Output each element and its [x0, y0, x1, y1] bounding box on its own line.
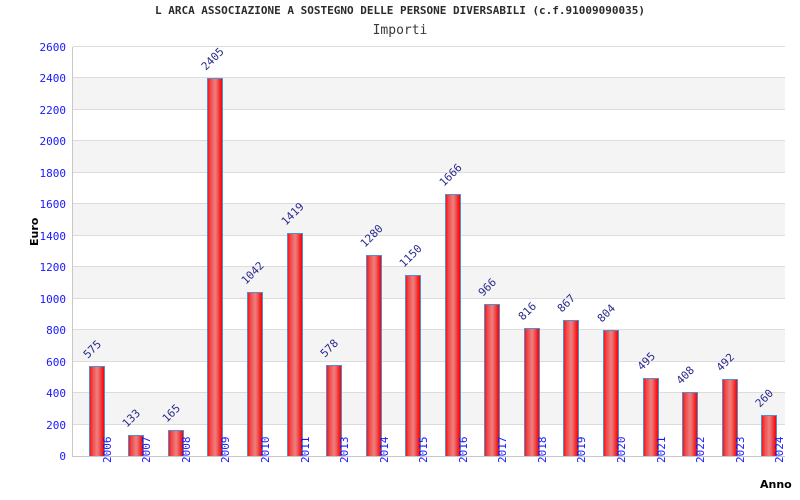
- bar-value-label: 2405: [199, 44, 228, 73]
- gridline: [73, 46, 785, 47]
- x-tick-label: 2011: [298, 436, 312, 464]
- bar[interactable]: [207, 77, 224, 456]
- x-tick-label: 2024: [773, 436, 787, 464]
- y-tick-label: 1600: [39, 198, 67, 212]
- gridline: [73, 203, 785, 205]
- y-tick-label: 1200: [39, 261, 67, 275]
- bar[interactable]: [721, 378, 738, 456]
- gridline: [73, 392, 785, 394]
- plot-band: [73, 330, 785, 362]
- bar[interactable]: [88, 365, 105, 456]
- x-tick-label: 2018: [535, 436, 549, 464]
- x-tick-label: 2009: [219, 436, 233, 464]
- plot-band: [73, 204, 785, 236]
- gridline: [73, 360, 785, 362]
- bar[interactable]: [682, 391, 699, 456]
- gridline: [73, 140, 785, 142]
- y-tick-label: 2200: [39, 103, 67, 117]
- gridline: [73, 171, 785, 173]
- chart-subtitle: Importi: [372, 23, 428, 38]
- plot-band: [73, 78, 785, 110]
- bar-value-label: 495: [634, 349, 658, 374]
- bar[interactable]: [444, 193, 461, 456]
- y-tick-label: 200: [46, 418, 66, 432]
- x-tick-label: 2013: [338, 436, 352, 464]
- bar-value-label: 260: [753, 386, 777, 411]
- x-tick-label: 2008: [179, 436, 193, 464]
- x-tick-label: 2019: [575, 436, 589, 464]
- bar-value-label: 1666: [436, 161, 465, 189]
- bar[interactable]: [326, 365, 343, 456]
- chart-title: L ARCA ASSOCIAZIONE A SOSTEGNO DELLE PER…: [154, 4, 646, 17]
- gridline: [73, 329, 785, 331]
- bar-value-label: 492: [713, 350, 737, 374]
- bar[interactable]: [128, 435, 145, 456]
- gridline: [73, 266, 785, 268]
- y-tick-label: 2400: [39, 72, 67, 86]
- bar-value-label: 867: [555, 291, 579, 315]
- bar-value-label: 816: [515, 299, 539, 323]
- x-tick-label: 2017: [496, 436, 510, 464]
- plot-area: 575 133 165 2405 1042 1419 578 1280 1150 1666 966 8…: [72, 44, 785, 457]
- x-tick-label: 2015: [417, 436, 431, 464]
- bar-value-label: 575: [80, 337, 104, 361]
- gridline: [73, 234, 785, 236]
- bar-value-label: 408: [673, 363, 698, 387]
- bar[interactable]: [642, 378, 659, 456]
- bar-value-label: 578: [317, 336, 342, 361]
- x-tick-label: 2006: [100, 436, 114, 464]
- bar[interactable]: [286, 232, 303, 456]
- x-tick-label: 2022: [694, 436, 708, 464]
- bar[interactable]: [405, 275, 422, 456]
- bar[interactable]: [523, 327, 540, 456]
- bar-value-label: 804: [594, 301, 619, 325]
- bar[interactable]: [167, 430, 184, 456]
- bar-value-label: 133: [120, 406, 144, 431]
- bar[interactable]: [247, 292, 263, 456]
- plot-band: [73, 267, 785, 299]
- bar[interactable]: [365, 254, 382, 456]
- bar[interactable]: [761, 415, 778, 456]
- y-tick-label: 2600: [39, 41, 67, 54]
- bar-value-label: 966: [476, 275, 500, 300]
- bar-value-label: 165: [159, 401, 183, 426]
- bar[interactable]: [603, 329, 619, 456]
- plot-band: [73, 141, 785, 173]
- x-tick-label: 2014: [377, 436, 391, 464]
- x-tick-label: 2010: [259, 436, 272, 464]
- gridline: [73, 108, 785, 110]
- x-tick-label: 2007: [140, 436, 154, 464]
- gridline: [73, 297, 785, 299]
- bar-value-label: 1280: [357, 221, 386, 250]
- bar[interactable]: [484, 304, 501, 456]
- y-tick-label: 0: [59, 450, 66, 463]
- gridline: [73, 423, 785, 425]
- x-tick-label: 2023: [733, 436, 747, 464]
- y-tick-label: 1000: [39, 292, 67, 306]
- gridline: [73, 77, 785, 79]
- x-tick-label: 2020: [615, 436, 628, 464]
- y-axis-tick-labels: 2600 2400 2200 2000 1800 1600 1400 1200 1000 800 6…: [0, 41, 800, 463]
- y-tick-label: 2000: [39, 135, 67, 149]
- x-tick-label: 2016: [456, 436, 470, 464]
- x-axis-title: Anno: [760, 478, 792, 491]
- y-tick-label: 800: [46, 324, 66, 338]
- y-tick-label: 1400: [39, 229, 67, 243]
- y-tick-label: 400: [46, 387, 66, 401]
- bar[interactable]: [563, 319, 580, 456]
- x-tick-label: 2021: [654, 436, 668, 464]
- y-tick-label: 600: [46, 355, 66, 369]
- bar-value-label: 1042: [238, 259, 267, 288]
- y-tick-label: 1800: [39, 166, 67, 180]
